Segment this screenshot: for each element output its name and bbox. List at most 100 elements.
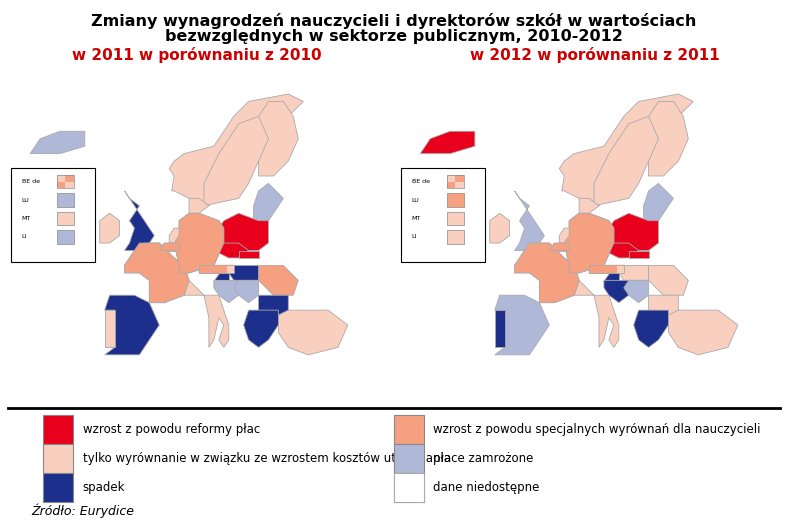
- Bar: [408, 379, 422, 393]
- Bar: [199, 419, 213, 433]
- Bar: [603, 339, 617, 353]
- Bar: [450, 84, 464, 97]
- Bar: [255, 192, 269, 205]
- Bar: [143, 272, 158, 286]
- Bar: [589, 151, 603, 165]
- Bar: [310, 259, 324, 272]
- Bar: [561, 259, 575, 272]
- Bar: [617, 151, 630, 165]
- Bar: [171, 84, 185, 97]
- Bar: [672, 326, 686, 339]
- Bar: [659, 178, 672, 192]
- Bar: [548, 379, 561, 393]
- Bar: [0, 151, 5, 165]
- Bar: [310, 192, 324, 205]
- Bar: [464, 151, 478, 165]
- Bar: [46, 97, 60, 111]
- Bar: [213, 326, 227, 339]
- Bar: [158, 299, 171, 313]
- Bar: [533, 192, 548, 205]
- Bar: [686, 205, 701, 219]
- Bar: [408, 17, 422, 31]
- Bar: [714, 205, 728, 219]
- Bar: [366, 178, 380, 192]
- Bar: [296, 406, 310, 419]
- Bar: [240, 57, 255, 71]
- Bar: [213, 124, 227, 138]
- Bar: [199, 151, 213, 165]
- Bar: [143, 44, 158, 57]
- Bar: [561, 178, 575, 192]
- Bar: [533, 84, 548, 97]
- Bar: [381, 31, 395, 44]
- Bar: [548, 165, 561, 178]
- Bar: [116, 272, 129, 286]
- Bar: [116, 205, 129, 219]
- Bar: [171, 178, 185, 192]
- Bar: [129, 84, 143, 97]
- Bar: [158, 259, 171, 272]
- Bar: [87, 57, 102, 71]
- Bar: [255, 219, 269, 232]
- Bar: [5, 272, 18, 286]
- Bar: [603, 326, 617, 339]
- Bar: [630, 205, 645, 219]
- Bar: [0, 313, 5, 326]
- Bar: [630, 272, 645, 286]
- Bar: [60, 97, 74, 111]
- Bar: [395, 313, 408, 326]
- Bar: [519, 379, 533, 393]
- Bar: [310, 138, 324, 151]
- Bar: [659, 205, 672, 219]
- Bar: [395, 272, 408, 286]
- Bar: [0, 379, 5, 393]
- Bar: [408, 339, 422, 353]
- Bar: [129, 17, 143, 31]
- Bar: [0, 406, 5, 419]
- Bar: [728, 97, 742, 111]
- Bar: [506, 272, 519, 286]
- Bar: [659, 326, 672, 339]
- Bar: [227, 366, 240, 379]
- Bar: [783, 313, 788, 326]
- Bar: [74, 205, 87, 219]
- Bar: [770, 97, 783, 111]
- Bar: [380, 379, 393, 393]
- Bar: [32, 178, 46, 192]
- Bar: [756, 299, 770, 313]
- Bar: [645, 31, 659, 44]
- Bar: [617, 31, 630, 44]
- Bar: [714, 192, 728, 205]
- Bar: [575, 326, 589, 339]
- Bar: [338, 272, 351, 286]
- Bar: [227, 151, 240, 165]
- Bar: [742, 111, 756, 124]
- Bar: [756, 124, 770, 138]
- Bar: [5, 286, 18, 299]
- Bar: [422, 419, 437, 433]
- Bar: [213, 313, 227, 326]
- Bar: [0, 151, 5, 165]
- Bar: [255, 57, 269, 71]
- Bar: [701, 178, 714, 192]
- Bar: [575, 205, 589, 219]
- Bar: [5, 124, 18, 138]
- Bar: [603, 71, 617, 84]
- Bar: [269, 366, 282, 379]
- Bar: [742, 393, 756, 406]
- Bar: [589, 219, 603, 232]
- Bar: [255, 366, 269, 379]
- Bar: [366, 339, 380, 353]
- Bar: [492, 419, 506, 433]
- Bar: [282, 151, 296, 165]
- Bar: [227, 299, 240, 313]
- Bar: [783, 31, 788, 44]
- Bar: [143, 393, 158, 406]
- Bar: [158, 353, 171, 366]
- Bar: [437, 31, 450, 44]
- Bar: [143, 165, 158, 178]
- Bar: [381, 366, 395, 379]
- Bar: [742, 326, 756, 339]
- Bar: [603, 17, 617, 31]
- Bar: [185, 406, 199, 419]
